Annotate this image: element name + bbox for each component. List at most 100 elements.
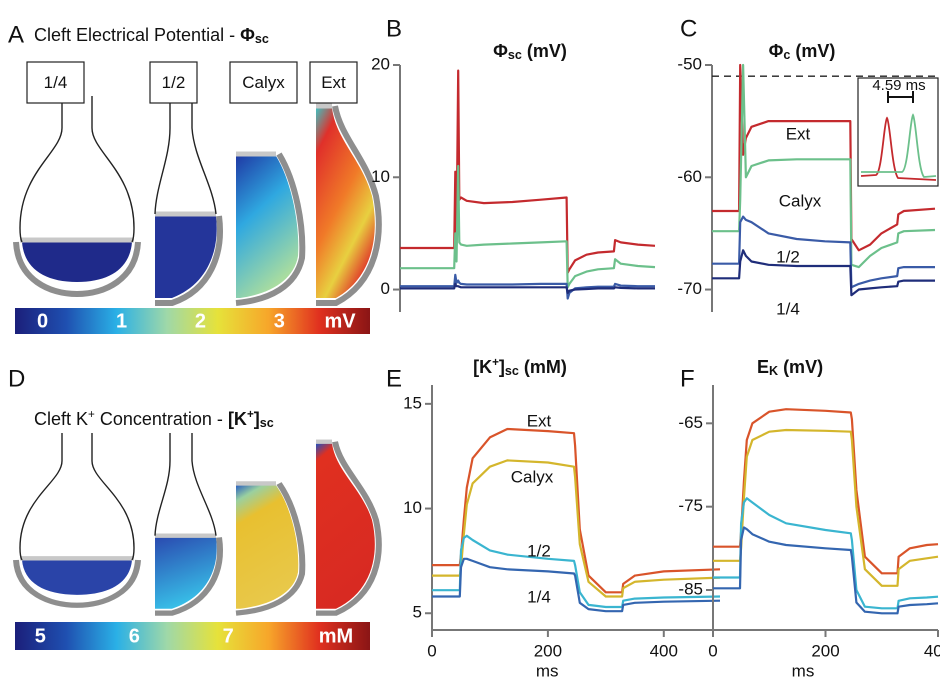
y-tick-label: 15 [403, 393, 422, 412]
series-line [400, 282, 655, 294]
x-tick-label: 0 [708, 641, 717, 660]
title-part: sc [255, 32, 269, 46]
title-part: sc [508, 48, 522, 62]
inset-trace [860, 116, 937, 181]
flask-fill [155, 216, 217, 298]
title-part: sc [505, 364, 519, 378]
label-box [309, 61, 358, 104]
title-part: Φ [769, 41, 784, 61]
y-tick-label: -85 [678, 579, 703, 598]
flask-cup [155, 215, 223, 306]
panel-letter: F [680, 365, 695, 392]
series-line [400, 164, 656, 289]
series-label: 1/4 [776, 299, 800, 318]
series-line [713, 428, 939, 587]
title-part: Φ [240, 25, 255, 45]
title-part: (mV) [778, 357, 823, 377]
colorbar-tick-label: 0 [37, 310, 48, 332]
series-line [713, 408, 939, 575]
region-label: 1/4 [44, 73, 68, 92]
x-tick-label: 400 [650, 641, 678, 660]
y-tick-label: 10 [371, 167, 390, 186]
y-tick-label: -75 [678, 496, 703, 515]
panel-title: Φsc (mV) [493, 41, 567, 62]
colorbar-tick-label: 3 [274, 310, 285, 332]
inset-box [857, 77, 939, 187]
title-part: E [757, 357, 769, 377]
title-part: + [88, 408, 95, 421]
y-tick-label: 20 [371, 54, 390, 73]
series-label: 1/2 [776, 247, 800, 266]
panel-letter: B [386, 15, 402, 42]
region-label: Ext [321, 73, 346, 92]
y-tick-label: 5 [413, 603, 422, 622]
x-tick-label: 0 [427, 641, 436, 660]
title-part: [K [228, 409, 247, 429]
title-part: c [783, 48, 790, 62]
title-part: Cleft Electrical Potential - [34, 25, 240, 45]
y-tick-label: 10 [403, 498, 422, 517]
series-line [712, 249, 935, 297]
series-label: Calyx [511, 467, 554, 486]
series-label: 1/4 [527, 587, 551, 606]
series-line [713, 497, 939, 610]
series-label: Ext [527, 411, 552, 430]
flask-cup [155, 537, 223, 616]
flask-cup [235, 152, 306, 306]
title-part: [K [473, 357, 492, 377]
series-line [432, 459, 721, 598]
colorbar [15, 622, 370, 650]
panel-title: Cleft K+ Concentration - [K+]sc [34, 408, 274, 429]
title-part: K [769, 364, 778, 378]
colorbar-tick-label: 2 [195, 310, 206, 332]
label-box [149, 61, 198, 104]
x-tick-label: 400 [924, 641, 940, 660]
colorbar-tick-label: 1 [116, 310, 127, 332]
series-line [713, 526, 939, 615]
colorbar [15, 308, 370, 334]
flask-outline [19, 433, 135, 561]
flask-fill [236, 485, 299, 609]
flask-cup [13, 559, 141, 608]
title-part: ] [254, 409, 260, 429]
title-part: sc [260, 416, 274, 430]
flask-fill [236, 156, 299, 298]
flask-cup [316, 105, 382, 306]
flask-outline [154, 96, 217, 215]
inset-bracket [887, 91, 914, 103]
title-part: Cleft K [34, 409, 88, 429]
panel-title: Cleft Electrical Potential - Φsc [34, 25, 269, 46]
title-part: Concentration - [95, 409, 228, 429]
y-tick-label: -70 [677, 279, 702, 298]
inset-annotation: 4.59 ms [872, 77, 925, 94]
title-part: (mM) [519, 357, 567, 377]
label-box [229, 61, 298, 104]
colorbar-tick-label: 6 [129, 625, 140, 647]
series-line [712, 63, 936, 252]
flask-cup [13, 241, 141, 298]
flask-cup [235, 482, 306, 616]
title-part: + [247, 408, 254, 421]
panel-letter: C [680, 15, 697, 42]
x-tick-label: 200 [811, 641, 839, 660]
series-label: Calyx [779, 191, 822, 210]
series-line [400, 69, 656, 274]
panel-letter: D [8, 365, 25, 392]
region-label: Calyx [242, 73, 285, 92]
series-line [432, 557, 721, 613]
series-line [432, 427, 721, 594]
flask-outline [19, 96, 135, 243]
label-box [26, 61, 85, 104]
x-axis-label: ms [792, 661, 815, 680]
panel-title: EK (mV) [757, 357, 823, 378]
panel-letter: A [8, 21, 24, 48]
flask-fill [155, 537, 217, 609]
x-tick-label: 200 [534, 641, 562, 660]
series-line [712, 215, 935, 289]
panel-title: [K+]sc (mM) [473, 356, 567, 377]
flask-outline [154, 433, 217, 536]
flask-group [13, 96, 382, 306]
panel-title: Φc (mV) [769, 41, 836, 62]
series-label: Ext [786, 124, 811, 143]
